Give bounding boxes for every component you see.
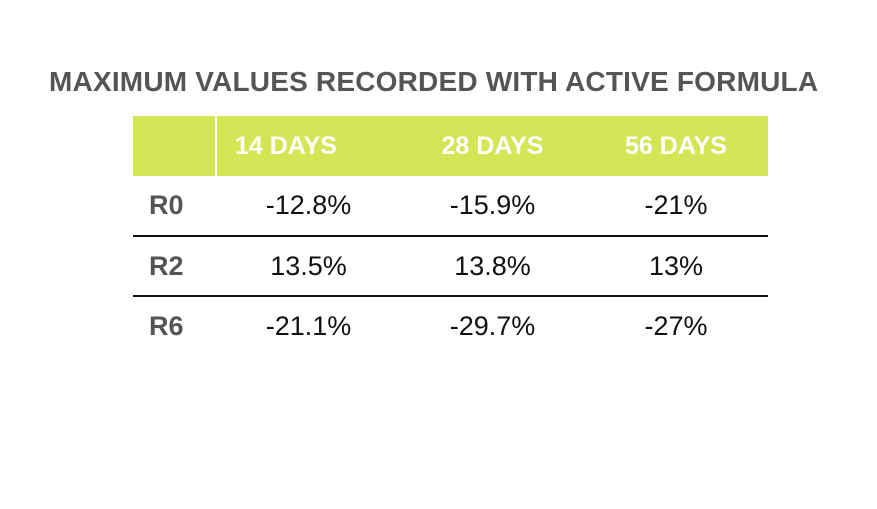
table-cell: -21% — [584, 176, 768, 236]
table-row-r6: R6 -21.1% -29.7% -27% — [133, 296, 768, 356]
table-row-r2: R2 13.5% 13.8% 13% — [133, 236, 768, 296]
table-cell: -21.1% — [216, 296, 401, 356]
row-label: R0 — [133, 176, 216, 236]
table-cell: 13.8% — [401, 236, 584, 296]
table-cell: -27% — [584, 296, 768, 356]
header-corner-cell — [133, 116, 216, 176]
table-cell: -29.7% — [401, 296, 584, 356]
table-cell: 13% — [584, 236, 768, 296]
results-table: 14 DAYS 28 DAYS 56 DAYS R0 -12.8% -15.9%… — [133, 116, 768, 356]
row-label: R6 — [133, 296, 216, 356]
column-header-28-days: 28 DAYS — [401, 116, 584, 176]
table-row-r0: R0 -12.8% -15.9% -21% — [133, 176, 768, 236]
row-label: R2 — [133, 236, 216, 296]
column-header-14-days: 14 DAYS — [216, 116, 401, 176]
table-header-row: 14 DAYS 28 DAYS 56 DAYS — [133, 116, 768, 176]
table-cell: 13.5% — [216, 236, 401, 296]
table-cell: -15.9% — [401, 176, 584, 236]
table-cell: -12.8% — [216, 176, 401, 236]
column-header-56-days: 56 DAYS — [584, 116, 768, 176]
page-title: MAXIMUM VALUES RECORDED WITH ACTIVE FORM… — [49, 66, 839, 98]
